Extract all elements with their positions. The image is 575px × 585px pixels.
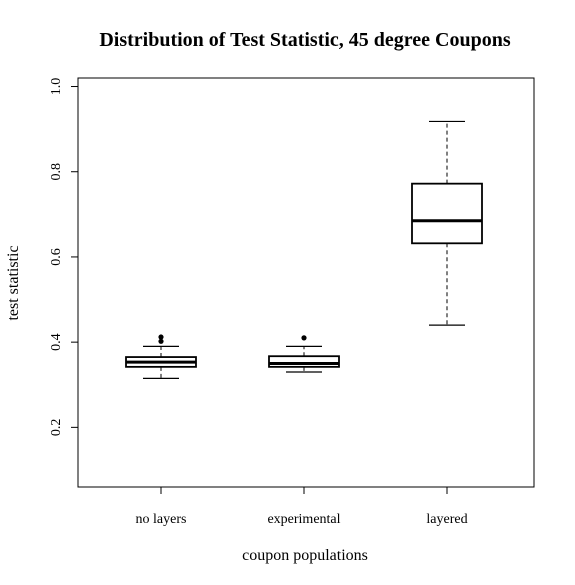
y-axis: 0.2 0.4 0.6 0.8 1.0 [49, 78, 79, 437]
outlier-point [158, 338, 164, 344]
x-axis-title: coupon populations [242, 547, 368, 564]
y-axis-title: test statistic [5, 245, 22, 320]
y-tick-label: 0.2 [49, 419, 64, 437]
y-tick-label: 0.4 [49, 333, 64, 351]
x-tick-label: layered [426, 512, 467, 527]
x-tick-label: experimental [267, 512, 340, 527]
x-axis: no layers experimental layered [136, 486, 468, 527]
chart-title: Distribution of Test Statistic, 45 degre… [99, 29, 511, 51]
box-experimental [268, 335, 340, 373]
y-tick-label: 0.6 [49, 248, 64, 266]
y-tick-label: 0.8 [49, 163, 64, 181]
box-no-layers [125, 334, 197, 379]
outlier-point [158, 334, 164, 340]
box-layered [411, 120, 483, 326]
plot-frame [77, 77, 535, 488]
x-tick-label: no layers [136, 512, 187, 527]
y-tick-label: 1.0 [49, 78, 64, 96]
box-iqr [268, 355, 340, 368]
outlier-point [301, 335, 307, 341]
box-iqr [411, 182, 483, 245]
box-series [125, 120, 483, 379]
